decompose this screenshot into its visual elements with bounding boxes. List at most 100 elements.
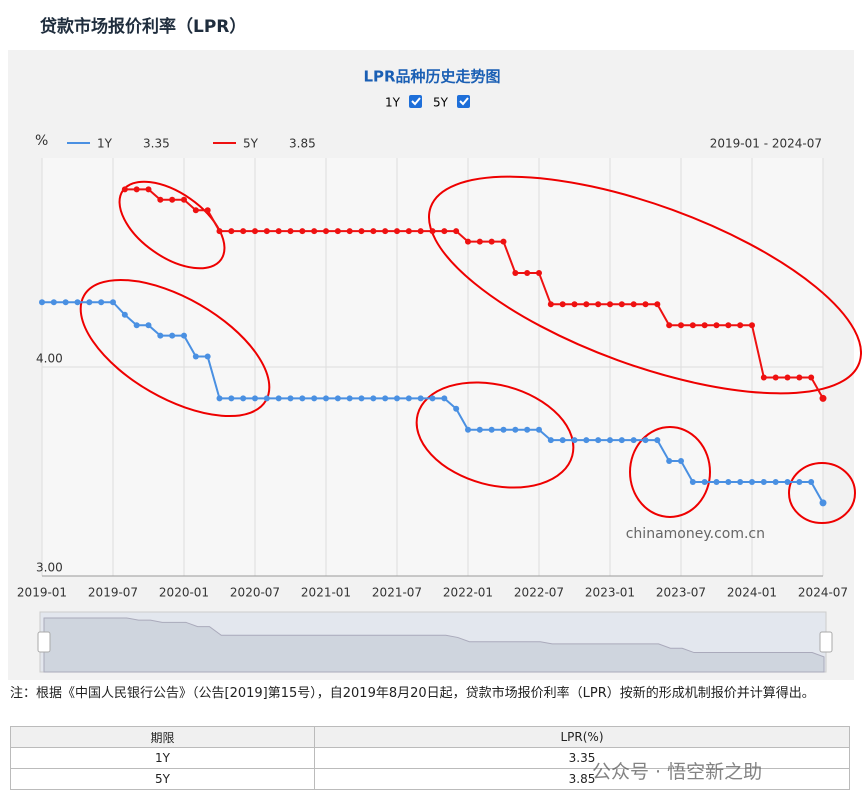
data-point (429, 228, 436, 235)
data-point (192, 353, 199, 360)
y-tick-label: 3.00 (36, 561, 63, 575)
legend-label: 1Y (97, 137, 113, 151)
data-point (500, 426, 507, 433)
data-point (394, 395, 400, 402)
data-point (737, 478, 744, 485)
checkbox[interactable] (409, 95, 422, 108)
x-tick-label: 2022-01 (443, 586, 493, 600)
data-point (701, 478, 708, 485)
table-cell: 1Y (10, 747, 315, 769)
data-point (772, 374, 779, 381)
x-tick-label: 2020-07 (230, 586, 280, 600)
data-point (216, 395, 223, 402)
data-point (323, 395, 329, 402)
data-point (275, 395, 282, 402)
data-point (808, 374, 815, 381)
data-point (512, 426, 519, 433)
data-point (737, 322, 744, 329)
data-point (583, 437, 590, 444)
data-point (725, 478, 732, 485)
table-cell: 3.35 (313, 747, 851, 769)
data-point (630, 301, 637, 308)
data-point (346, 228, 353, 235)
note: 注：根据《中国人民银行公告》（公告[2019]第15号），自2019年8月20日… (10, 686, 815, 701)
data-point (358, 395, 365, 402)
data-point (441, 395, 448, 402)
data-point (169, 332, 176, 339)
legend-value: 3.85 (289, 137, 316, 151)
x-tick-label: 2023-01 (585, 586, 635, 600)
data-point (571, 301, 578, 308)
data-point (547, 301, 554, 308)
data-point (50, 299, 57, 306)
data-point (157, 196, 164, 203)
data-point (678, 458, 684, 465)
data-point (370, 395, 377, 402)
table-header: LPR(%) (313, 726, 851, 748)
data-point (500, 238, 507, 245)
data-point (98, 299, 105, 306)
legend-label: 5Y (243, 137, 259, 151)
x-tick-label: 2021-01 (301, 586, 351, 600)
navigator-handle[interactable] (37, 631, 51, 653)
data-point (701, 322, 708, 329)
data-point (559, 437, 566, 444)
data-point (583, 301, 590, 308)
data-point (666, 322, 673, 329)
table-cell: 5Y (10, 768, 315, 790)
data-point (607, 301, 613, 308)
x-tick-label: 2022-07 (514, 586, 564, 600)
data-point (133, 186, 140, 193)
data-point (382, 395, 389, 402)
data-point (713, 322, 720, 329)
data-point (678, 322, 684, 329)
data-point (228, 228, 235, 235)
x-tick-label: 2020-01 (159, 586, 209, 600)
data-point (287, 395, 294, 402)
data-point (240, 395, 247, 402)
checkbox-label: 5Y (433, 96, 449, 110)
data-point (453, 228, 460, 235)
data-point (252, 228, 258, 235)
data-point (725, 322, 732, 329)
data-point (358, 228, 365, 235)
data-point (512, 269, 519, 276)
data-point (654, 437, 661, 444)
data-point (263, 228, 270, 235)
data-point (370, 228, 377, 235)
data-point (39, 299, 45, 306)
data-point (571, 437, 578, 444)
checkbox[interactable] (457, 95, 470, 108)
x-tick-label: 2023-07 (656, 586, 706, 600)
data-point (417, 395, 424, 402)
table-header: 期限 (10, 726, 315, 748)
data-point (299, 228, 306, 235)
table-cell: 3.85 (313, 768, 851, 790)
navigator-handle[interactable] (819, 631, 833, 653)
data-point (121, 186, 128, 193)
data-point (263, 395, 270, 402)
data-point (819, 394, 827, 402)
data-point (334, 395, 341, 402)
data-point (689, 322, 696, 329)
data-point (417, 228, 424, 235)
y-tick-label: 4.00 (36, 352, 63, 366)
data-point (74, 299, 81, 306)
data-point (749, 322, 755, 329)
data-point (819, 499, 827, 507)
data-point (630, 437, 637, 444)
data-point (476, 426, 483, 433)
data-point (547, 437, 554, 444)
chart: LPR品种历史走势图 1Y 5Y % 2019-01 - 2024-07 chi… (17, 68, 862, 673)
data-point (595, 301, 602, 308)
data-point (595, 437, 602, 444)
data-point (465, 238, 471, 245)
page-title: 贷款市场报价利率（LPR） (40, 17, 247, 37)
data-point (749, 478, 755, 485)
data-point (559, 301, 566, 308)
data-point (192, 207, 199, 214)
x-tick-label: 2019-07 (88, 586, 138, 600)
data-point (169, 196, 176, 203)
data-point (524, 426, 531, 433)
data-point (323, 228, 329, 235)
